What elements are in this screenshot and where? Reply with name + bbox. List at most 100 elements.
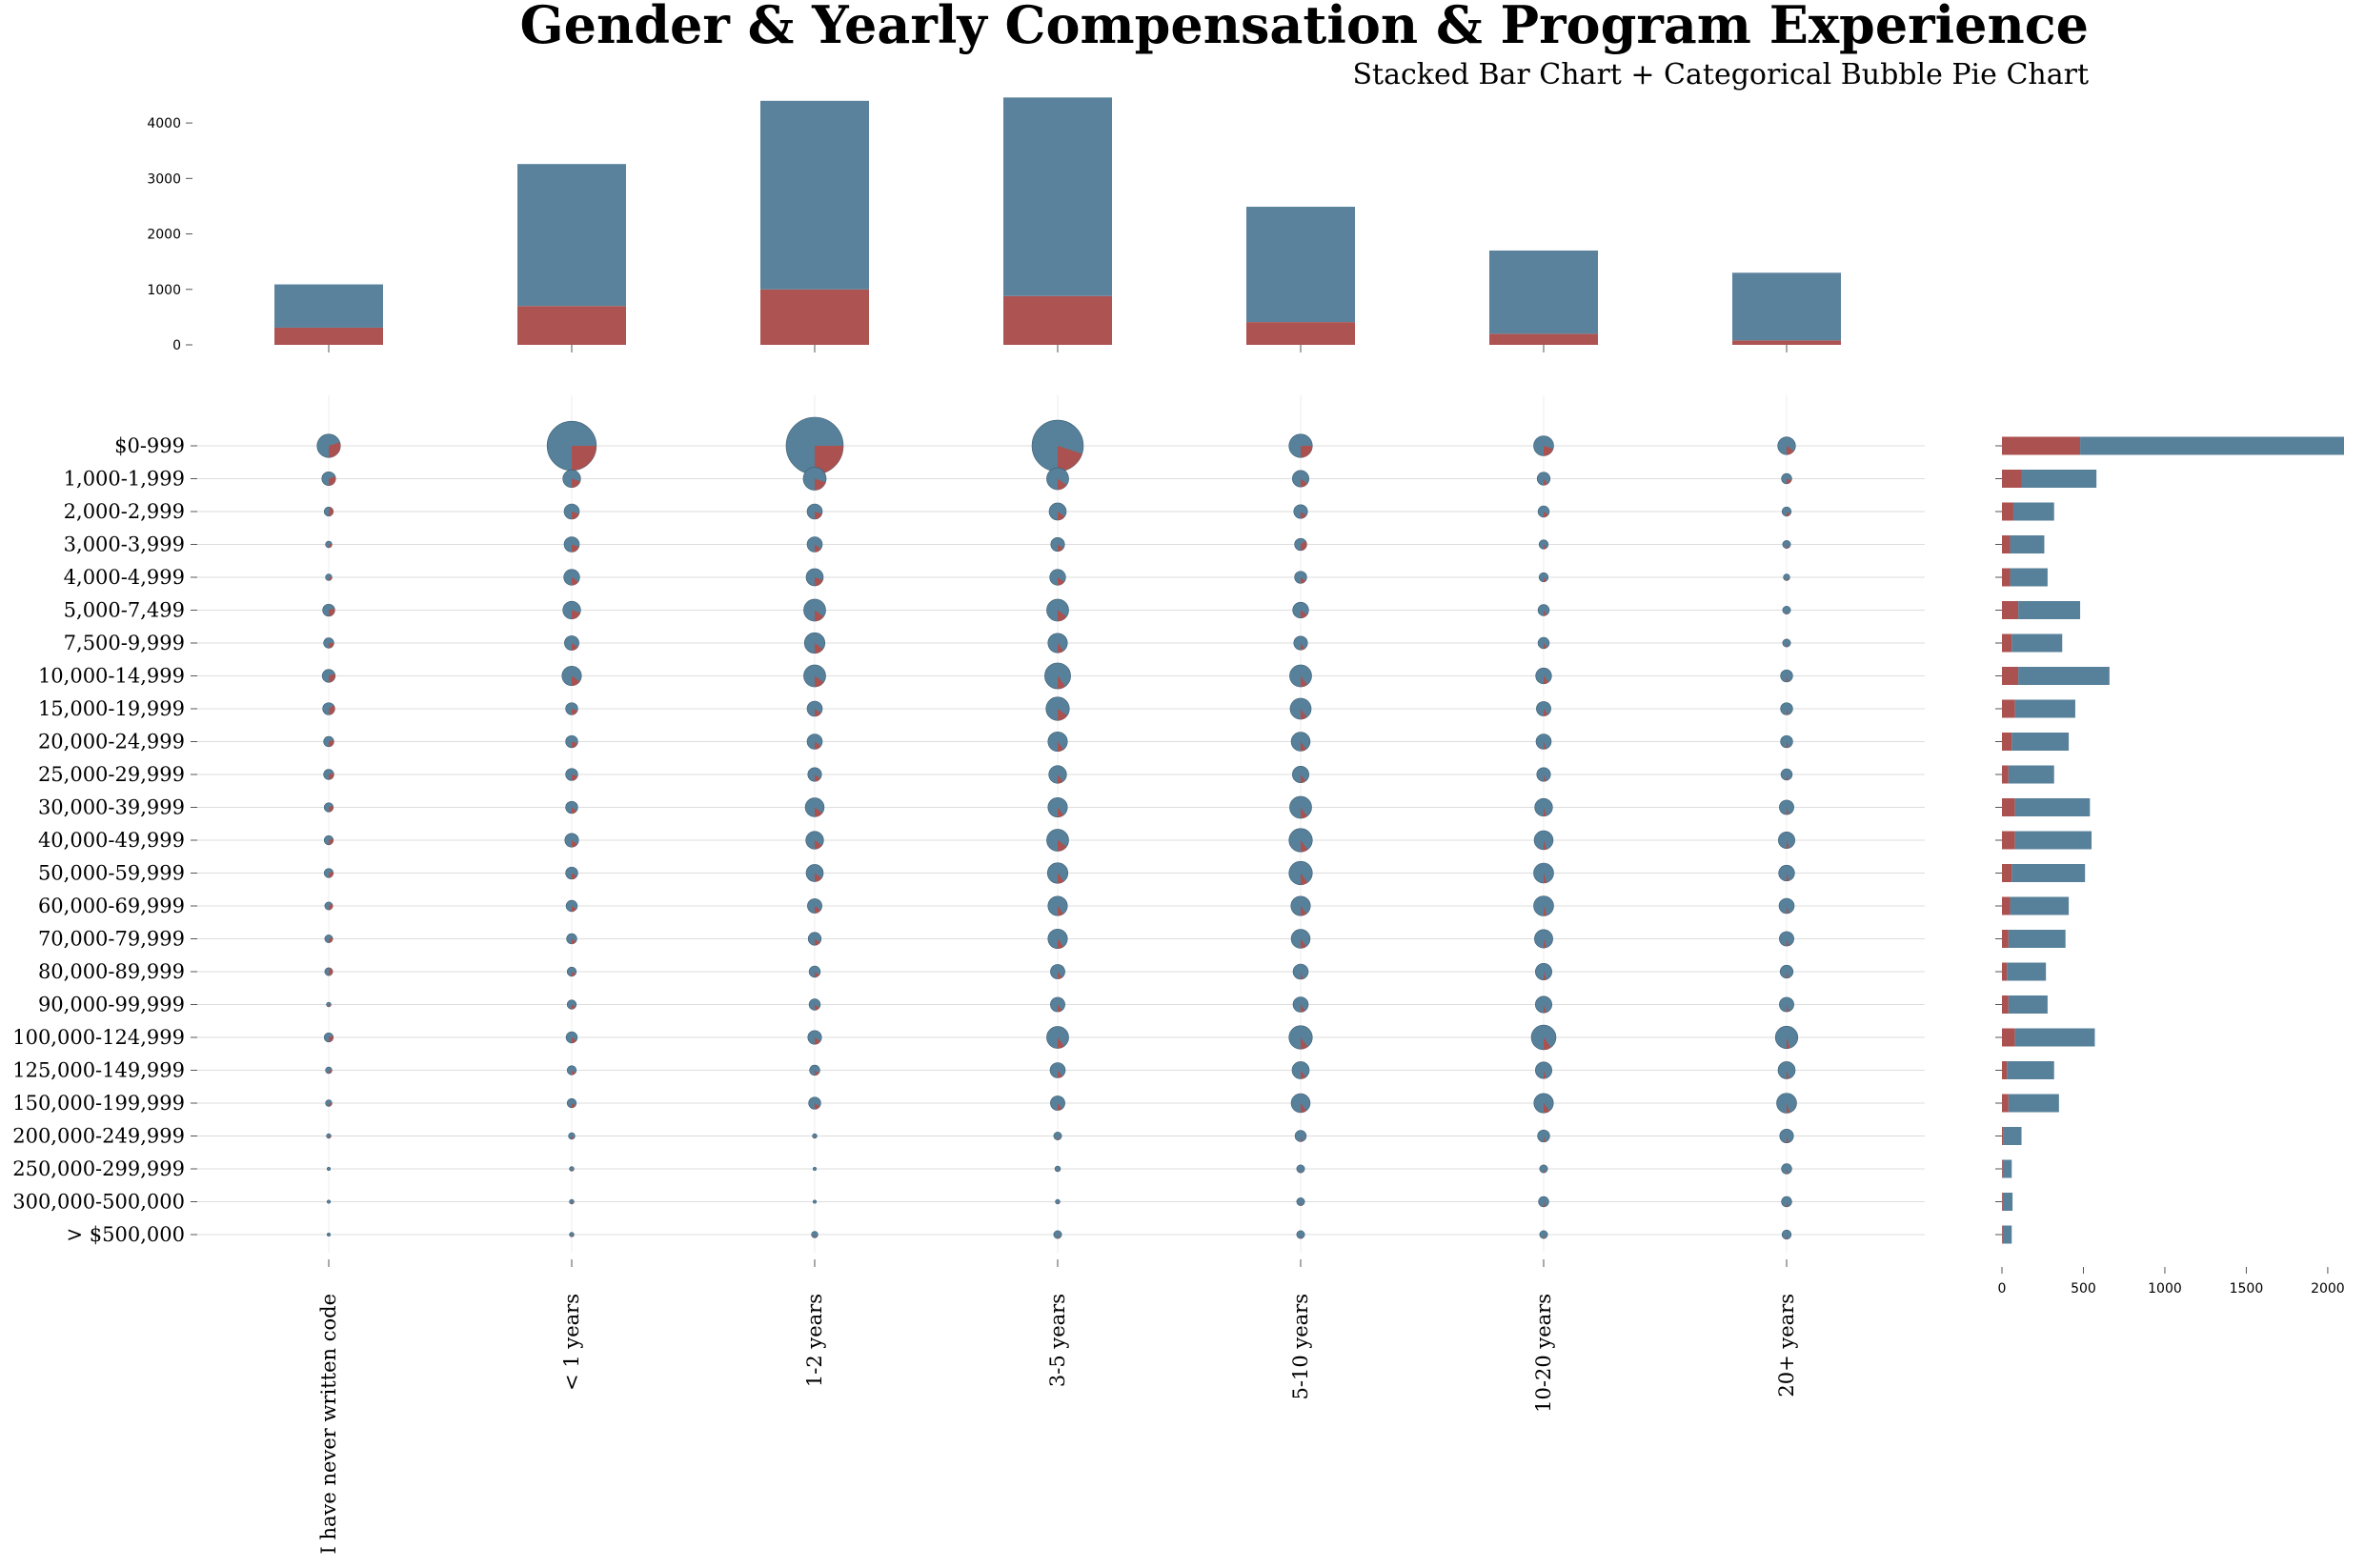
hbar-40-000-49-999-0 — [2002, 831, 2015, 850]
bubble-female-slice — [1058, 774, 1063, 784]
bubble-female-slice — [815, 610, 824, 622]
bubble-female-slice — [329, 507, 334, 516]
hbar-150-000-199-999-1 — [2008, 1094, 2059, 1113]
horizontal-bar-chart: 0 500 1000 1500 2000 — [1995, 436, 2345, 1297]
bubble-female-slice — [572, 972, 576, 976]
bubble-female-slice — [572, 610, 580, 619]
hbar-25-000-29-999-1 — [2008, 765, 2054, 784]
bubble-female-slice — [329, 673, 335, 683]
bubble-female-slice — [572, 1103, 576, 1108]
bubble-female-slice — [1544, 840, 1547, 850]
bubble-female-slice — [1787, 807, 1789, 815]
chart-title: Gender & Yearly Compensation & Program E… — [520, 0, 2089, 55]
bubble-female-slice — [1301, 741, 1306, 752]
bubble-female-slice — [1058, 840, 1067, 852]
bubble-female-slice — [815, 774, 820, 782]
y-tick-label: 3000 — [147, 171, 181, 187]
bubble-female-slice — [329, 608, 335, 616]
bubble-female-slice — [1058, 873, 1064, 884]
bubble-female-slice — [1301, 643, 1305, 651]
bubble-female-slice — [1301, 446, 1313, 458]
bubble-female-slice — [1787, 972, 1789, 978]
bubble-female-slice — [1301, 972, 1304, 979]
y-category-label: 250,000-299,999 — [12, 1157, 185, 1180]
x-category-label: 5-10 years — [1289, 1294, 1312, 1399]
y-category-label: 70,000-79,999 — [38, 928, 185, 951]
bubble-female-slice — [815, 840, 822, 850]
bubble-female-slice — [329, 806, 334, 813]
hbar-90-000-99-999-0 — [2002, 995, 2009, 1014]
bubble-female-slice — [1787, 577, 1789, 581]
hbar-40-000-49-999-1 — [2014, 831, 2092, 850]
bubble-female-slice — [1301, 1201, 1303, 1206]
bubble-female-slice — [815, 675, 824, 688]
hbar-7-500-9-999-0 — [2002, 633, 2012, 653]
bar-20-years-0 — [1732, 340, 1841, 345]
bubble-female-slice — [1301, 1037, 1308, 1050]
bubble-female-slice — [1787, 873, 1789, 881]
bubble-female-slice — [1058, 577, 1064, 586]
hbar-50-000-59-999-0 — [2002, 864, 2012, 882]
y-category-label: 60,000-69,999 — [38, 895, 185, 917]
bubble-female-slice — [1058, 544, 1063, 552]
bar-i-have-never-written-code-0 — [274, 327, 383, 345]
bubble-female-slice — [1301, 1070, 1306, 1079]
bubble-male-slice — [812, 1166, 818, 1172]
y-category-label: 4,000-4,999 — [64, 566, 185, 589]
bubble-male-slice — [326, 1166, 332, 1172]
y-category-label: $0-999 — [114, 434, 185, 457]
y-category-label: 7,500-9,999 — [64, 632, 185, 654]
y-category-label: 100,000-124,999 — [12, 1026, 185, 1049]
bubble-female-slice — [1544, 774, 1546, 782]
hbar-15-000-19-999-0 — [2002, 699, 2015, 718]
bar-10-20-years-1 — [1489, 251, 1598, 334]
bubble-female-slice — [572, 577, 578, 586]
hbar-0-999-1 — [2080, 436, 2344, 455]
hbar-300-000-500-000-1 — [2002, 1193, 2013, 1211]
bubble-pie-chart: $0-999 1,000-1,999 2,000-2,999 3,000-3,999 4… — [12, 395, 1925, 1554]
y-category-label: 30,000-39,999 — [38, 796, 185, 819]
bubble-female-slice — [1544, 1004, 1546, 1014]
bubble-female-slice — [572, 512, 579, 519]
bubble-female-slice — [815, 446, 843, 474]
bubble-female-slice — [1787, 544, 1789, 549]
bubble-female-slice — [1058, 478, 1067, 491]
bubble-female-slice — [329, 1136, 332, 1138]
bubble-female-slice — [1301, 1136, 1303, 1142]
bubble-female-slice — [329, 1004, 332, 1007]
bubble-female-slice — [572, 1070, 576, 1075]
y-category-label: 50,000-59,999 — [38, 862, 185, 885]
bubble-female-slice — [329, 705, 335, 715]
bubble-female-slice — [1544, 643, 1547, 649]
bubble-female-slice — [329, 1103, 333, 1107]
bubble-female-slice — [1544, 741, 1546, 750]
bubble-female-slice — [572, 938, 576, 944]
bubble-female-slice — [1544, 906, 1547, 916]
bubble-female-slice — [572, 675, 580, 686]
bubble-female-slice — [329, 1035, 334, 1042]
y-category-label: 300,000-500,000 — [12, 1191, 185, 1214]
stacked-bar-chart: 0 1000 2000 3000 4000 — [147, 97, 1841, 353]
bubble-female-slice — [1058, 1037, 1064, 1049]
bubble-female-slice — [572, 1201, 574, 1204]
x-tick-label: 500 — [2071, 1281, 2096, 1297]
bubble-female-slice — [572, 1037, 576, 1043]
bubble-female-slice — [1058, 938, 1064, 949]
bubble-female-slice — [815, 1070, 819, 1075]
x-tick-label: 1000 — [2148, 1281, 2182, 1297]
bubble-female-slice — [1544, 512, 1548, 517]
hbar-125-000-149-999-1 — [2007, 1061, 2054, 1079]
y-category-label: 40,000-49,999 — [38, 829, 185, 852]
hbar-30-000-39-999-0 — [2002, 798, 2015, 816]
hbar-60-000-69-999-1 — [2010, 896, 2070, 915]
bubble-female-slice — [1301, 540, 1307, 551]
bubble-female-slice — [1058, 906, 1064, 916]
bubble-female-slice — [1787, 938, 1789, 947]
y-category-label: 80,000-89,999 — [38, 960, 185, 983]
hbar-10-000-14-999-1 — [2018, 667, 2110, 685]
hbar-125-000-149-999-0 — [2002, 1061, 2008, 1079]
y-category-label: 1,000-1,999 — [64, 468, 185, 491]
bubble-female-slice — [815, 1136, 817, 1138]
bubble-female-slice — [329, 1070, 333, 1074]
